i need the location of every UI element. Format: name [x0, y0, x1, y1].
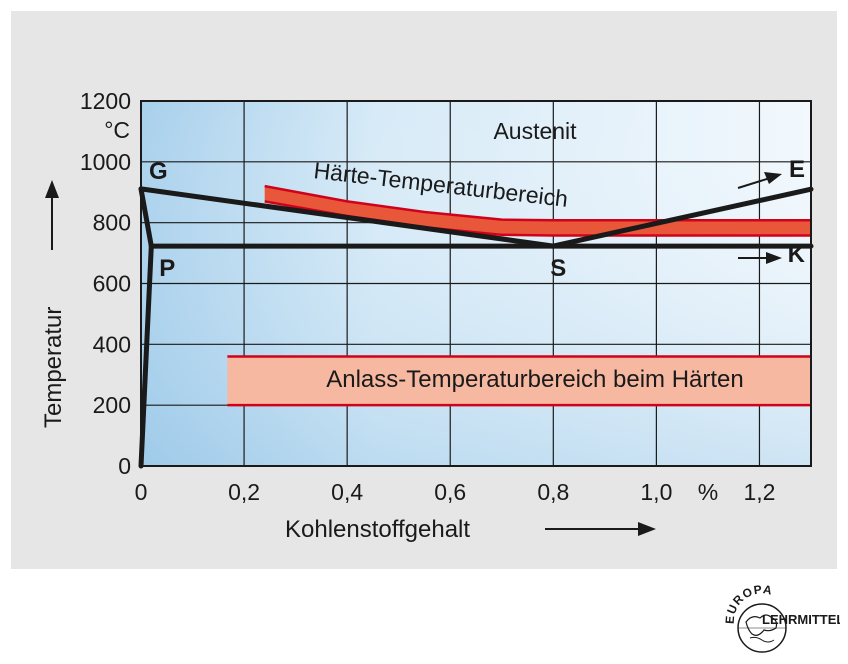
point-label-p: P — [159, 255, 175, 282]
x-tick-label: 0 — [135, 479, 148, 505]
y-tick-label: 400 — [93, 331, 131, 357]
line-P0 — [138, 243, 154, 469]
europa-lehrmittel-logo: EUROPA LEHRMITTEL — [723, 582, 840, 653]
y-tick-label: 1000 — [80, 149, 131, 175]
x-axis-arrow — [545, 522, 656, 536]
point-label-k: K — [788, 241, 806, 268]
y-tick-label: 0 — [118, 453, 131, 479]
x-axis-label: Kohlenstoffgehalt — [285, 516, 470, 543]
austenit-label: Austenit — [493, 118, 577, 144]
phase-lines — [138, 186, 814, 469]
x-unit-label: % — [698, 479, 718, 505]
y-tick-label: 600 — [93, 271, 131, 297]
point-label-g: G — [149, 158, 168, 185]
tick-labels: 0 200 400 600 800 1000 1200 0 0,2 0,4 0,6 0,8 1,0 1,2 — [80, 88, 776, 505]
x-tick-label: 0,8 — [537, 479, 569, 505]
y-axis-label: Temperatur — [40, 307, 67, 428]
anlass-band-label: Anlass-Temperaturbereich beim Härten — [326, 366, 744, 393]
line-GS — [138, 186, 556, 249]
y-tick-label: 200 — [93, 392, 131, 418]
x-tick-label: 0,6 — [434, 479, 466, 505]
line-SE — [550, 186, 814, 249]
y-unit-label: °C — [104, 117, 130, 143]
x-tick-label: 1,2 — [743, 479, 775, 505]
point-labels: G P S E K — [149, 156, 806, 282]
line-GP — [138, 186, 154, 249]
arrow-to-k — [738, 252, 782, 264]
y-tick-label: 800 — [93, 210, 131, 236]
anlass-band — [227, 356, 811, 406]
x-tick-label: 1,0 — [640, 479, 672, 505]
point-label-s: S — [550, 255, 566, 282]
arrow-to-e — [737, 172, 782, 189]
logo-bottom-text: LEHRMITTEL — [762, 612, 840, 627]
x-tick-label: 0,4 — [331, 479, 363, 505]
y-axis-arrow — [45, 180, 59, 250]
x-tick-label: 0,2 — [228, 479, 260, 505]
haerte-band-upper-edge — [264, 184, 811, 222]
y-tick-label: 1200 — [80, 88, 131, 114]
point-label-e: E — [789, 156, 805, 183]
plot-frame — [140, 100, 812, 467]
